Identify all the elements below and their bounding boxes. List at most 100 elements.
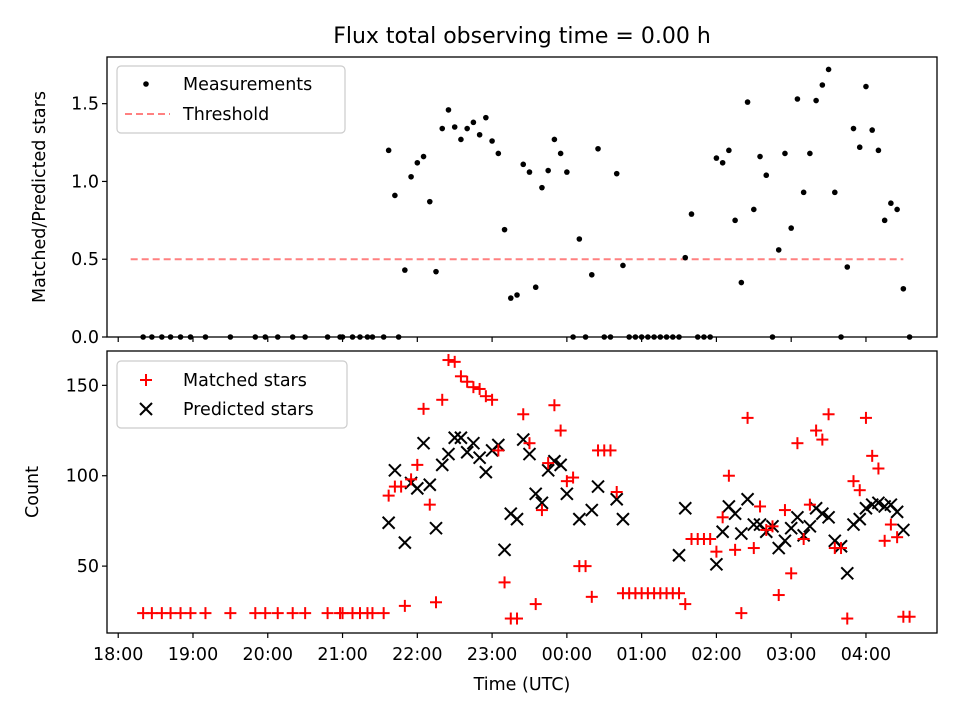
matched-point	[884, 518, 897, 531]
chart-title: Flux total observing time = 0.00 h	[333, 24, 711, 49]
predicted-point	[547, 454, 562, 468]
predicted-stroke	[541, 463, 555, 478]
measurement-point	[464, 125, 470, 132]
predicted-point	[591, 479, 605, 494]
predicted-point	[541, 463, 555, 478]
matched-point	[548, 399, 561, 412]
y-tick-label: 1.5	[71, 95, 99, 115]
predicted-point	[410, 481, 425, 496]
matched-point	[859, 411, 872, 424]
predicted-point	[447, 431, 462, 445]
predicted-point	[790, 510, 805, 525]
measurement-point	[894, 206, 900, 213]
matched-point	[271, 607, 284, 620]
measurement-point	[433, 268, 439, 275]
predicted-point	[466, 436, 481, 450]
predicted-stroke	[778, 534, 792, 548]
bottom-plot-area: 50 100 150 18:00 19:00 20:00 21:00 22:00 23:00 00…	[66, 354, 916, 665]
matched-point	[722, 469, 735, 482]
predicted-stroke	[435, 458, 449, 472]
predicted-stroke	[516, 432, 530, 447]
predicted-point	[535, 496, 549, 510]
predicted-stroke	[734, 526, 749, 541]
predicted-point	[616, 512, 630, 526]
predicted-point	[672, 548, 686, 562]
predicted-stroke	[535, 496, 549, 510]
measurement-point	[856, 144, 863, 151]
matched-point	[610, 486, 623, 498]
predicted-stroke	[479, 465, 493, 479]
matched-point	[810, 424, 823, 437]
matched-point	[423, 498, 436, 511]
predicted-stroke	[610, 492, 624, 506]
predicted-stroke	[441, 447, 456, 461]
predicted-point	[572, 512, 587, 526]
predicted-point	[510, 512, 524, 526]
bottom-panel: Count Time (UTC) 50 100 150 18:00 19:00 20:00…	[23, 350, 938, 695]
y-tick-label: 0.5	[71, 250, 99, 270]
predicted-stroke	[784, 521, 798, 535]
measurement-point	[426, 198, 433, 205]
matched-point	[436, 393, 449, 406]
measurement-point	[385, 147, 392, 154]
matched-point	[567, 471, 580, 484]
matched-point	[184, 607, 197, 620]
predicted-point	[423, 478, 437, 492]
matched-point	[442, 354, 455, 367]
y-tick-label: 50	[77, 557, 99, 577]
measurement-point	[726, 147, 732, 154]
matched-point	[816, 433, 829, 446]
predicted-point	[678, 501, 692, 515]
measurement-point	[501, 226, 508, 233]
bottom-legend: Matched stars Predicted stars	[116, 360, 348, 429]
matched-point	[866, 449, 879, 462]
matched-point	[517, 408, 530, 421]
predicted-point	[416, 436, 431, 450]
matched-point	[791, 437, 804, 450]
predicted-point	[553, 458, 568, 472]
predicted-stroke	[547, 454, 562, 468]
measurement-point	[800, 189, 807, 196]
predicted-stroke	[884, 497, 898, 512]
matched-point	[542, 457, 555, 470]
x-tick-label: 19:00	[168, 645, 218, 665]
predicted-stroke	[529, 487, 543, 501]
measurement-point	[470, 119, 477, 126]
matched-point	[803, 498, 816, 511]
matched-point	[585, 590, 598, 603]
measurement-point	[738, 279, 745, 286]
predicted-point	[398, 535, 412, 550]
matched-point	[760, 523, 773, 536]
measurement-point	[458, 136, 464, 143]
matched-point	[486, 393, 499, 406]
predicted-stroke	[410, 481, 425, 496]
predicted-stroke	[460, 445, 474, 459]
measurement-point	[507, 295, 514, 301]
x-tick-label: 04:00	[841, 645, 891, 665]
bottom-axes-frame	[106, 350, 938, 634]
matched-point	[778, 504, 791, 517]
matched-point	[853, 484, 866, 497]
predicted-point	[871, 496, 886, 510]
predicted-stroke	[560, 487, 574, 501]
predicted-stroke	[454, 431, 468, 445]
predicted-stroke	[715, 525, 730, 539]
x-tick-label: 18:00	[93, 645, 143, 665]
predicted-stroke	[753, 517, 767, 532]
measurement-point	[439, 125, 446, 132]
predicted-stroke	[709, 557, 724, 572]
measurement-point	[557, 150, 564, 157]
predicted-point	[429, 521, 443, 535]
matched-point	[747, 542, 760, 555]
x-tick-label: 20:00	[243, 645, 293, 665]
matched-point	[224, 607, 237, 620]
matched-point	[822, 408, 835, 421]
matched-point	[382, 489, 395, 502]
predicted-stroke	[853, 512, 867, 526]
measurement-point	[588, 271, 595, 278]
predicted-stroke	[790, 510, 805, 525]
measurement-point	[807, 150, 813, 157]
measurement-point	[551, 136, 558, 143]
predicted-stroke	[821, 510, 836, 525]
predicted-stroke	[423, 478, 437, 492]
